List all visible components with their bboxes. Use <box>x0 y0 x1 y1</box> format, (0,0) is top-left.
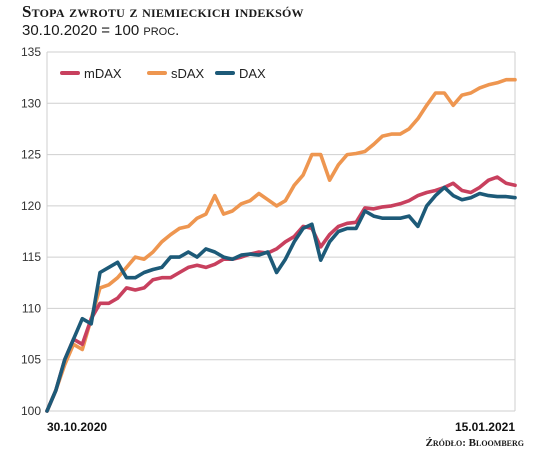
y-tick-label: 120 <box>21 199 41 213</box>
legend: mDAX sDAX DAX <box>60 66 266 81</box>
y-tick-label: 100 <box>21 404 41 418</box>
gridlines <box>46 51 516 412</box>
x-tick-label-end: 15.01.2021 <box>455 420 515 434</box>
series-line-sdax <box>45 77 517 413</box>
y-axis-ticks: 100 105 110 115 120 125 130 135 <box>21 45 41 418</box>
legend-label-dax: DAX <box>239 66 266 81</box>
legend-label-mdax: mDAX <box>84 66 122 81</box>
x-tick-label-start: 30.10.2020 <box>47 420 107 434</box>
source-note: Źródło: Bloomberg <box>425 437 524 449</box>
y-tick-label: 135 <box>21 45 41 59</box>
subtitle-base: 30.10.2020 = 100 <box>22 22 140 39</box>
series-lines <box>45 77 517 413</box>
series-line-dax <box>45 185 517 413</box>
chart-subtitle: 30.10.2020 = 100 proc. <box>22 22 179 39</box>
x-axis-ticks: 30.10.2020 15.01.2021 <box>47 420 515 434</box>
y-tick-label: 110 <box>22 301 41 315</box>
chart-title: Stopa zwrotu z niemieckich indeksów <box>22 2 304 21</box>
y-tick-label: 115 <box>22 250 41 264</box>
legend-label-sdax: sDAX <box>171 66 205 81</box>
series-line-mdax <box>45 175 517 413</box>
y-tick-label: 105 <box>21 353 41 367</box>
y-tick-label: 130 <box>21 96 41 110</box>
subtitle-unit: proc. <box>143 22 180 39</box>
y-tick-label: 125 <box>21 148 41 162</box>
